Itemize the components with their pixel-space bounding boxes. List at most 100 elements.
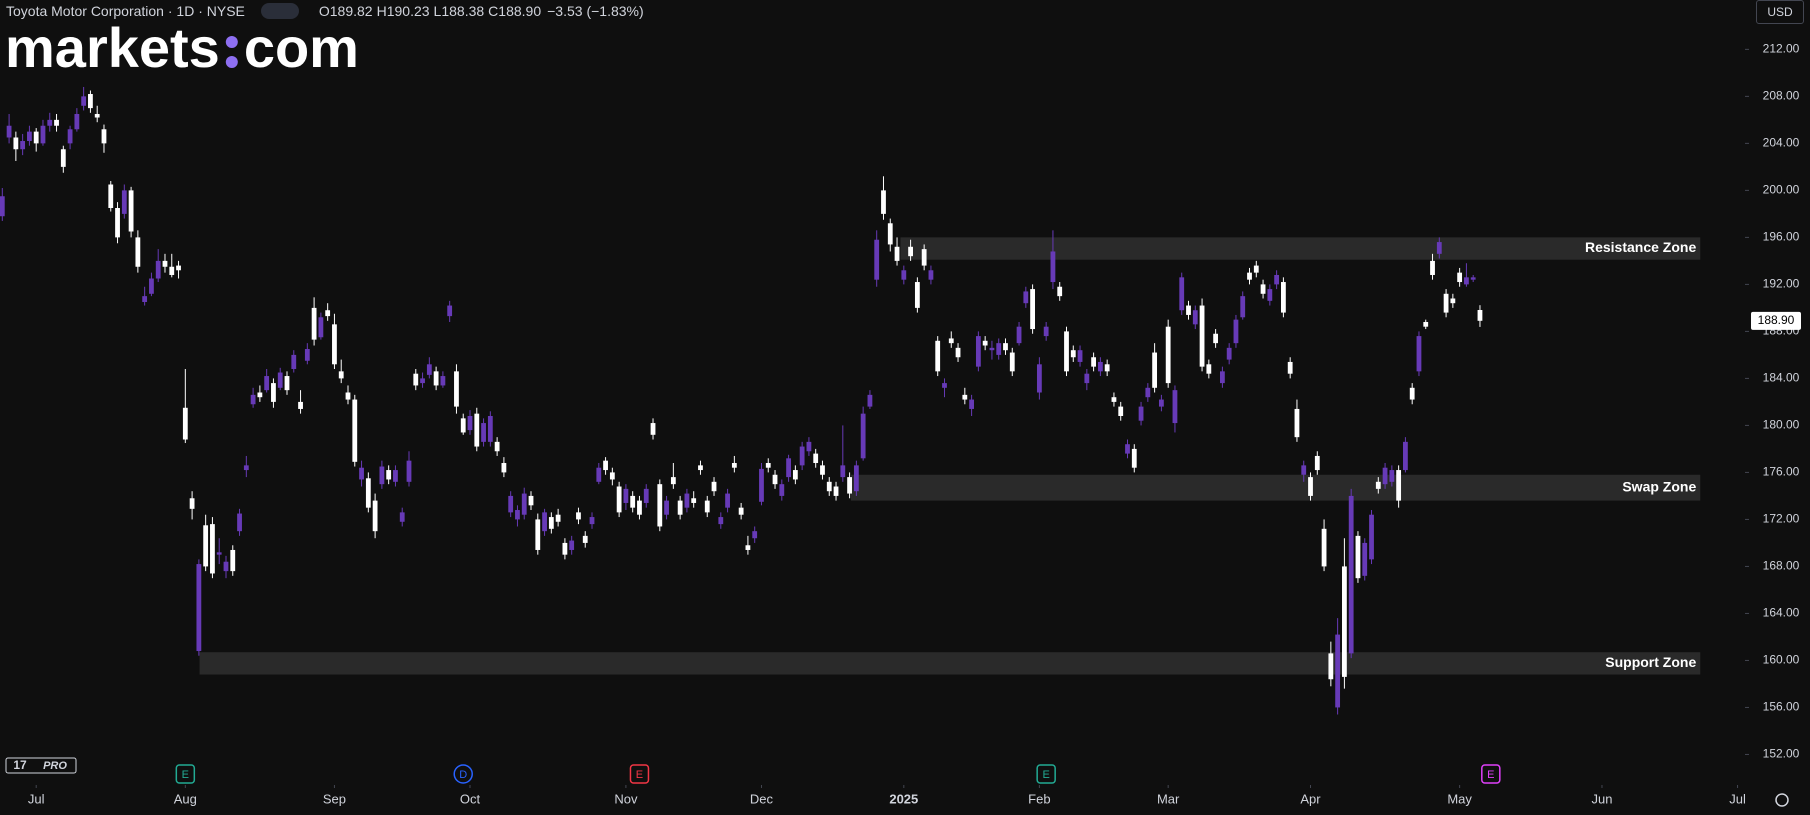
candle-body	[921, 249, 927, 266]
candle-body	[989, 347, 995, 351]
logo-dot	[225, 56, 238, 68]
candle-body	[521, 493, 527, 515]
candle-body	[1335, 634, 1341, 708]
candle-body	[1396, 470, 1402, 501]
y-tick-label: 168.00	[1763, 559, 1800, 573]
settings-icon[interactable]	[1775, 793, 1789, 807]
candle-body	[454, 371, 459, 407]
event-marker: E	[175, 764, 196, 784]
candle-body	[298, 401, 303, 409]
candle-body	[711, 481, 717, 492]
candle-body	[1355, 535, 1361, 579]
candle-body	[779, 484, 785, 496]
candle-body	[359, 467, 364, 480]
x-tick-label: Jun	[1591, 791, 1612, 806]
candle-body	[576, 512, 581, 520]
candle-body	[1077, 350, 1083, 362]
x-tick-label: Jul	[1729, 791, 1746, 806]
event-shape	[453, 764, 473, 784]
candle-body	[1199, 305, 1205, 367]
candle-body	[1375, 481, 1381, 489]
candle-body	[440, 376, 446, 386]
candle-body	[1423, 321, 1429, 327]
candle-body	[393, 470, 398, 482]
candle-body	[928, 270, 934, 280]
ohlc-key: H	[376, 3, 387, 19]
x-tick-label: Nov	[614, 791, 638, 806]
y-tick-label: 184.00	[1763, 371, 1800, 385]
x-tick-label: Jul	[28, 791, 45, 806]
candle-body	[67, 129, 73, 144]
candle-body	[142, 296, 148, 303]
candle-body	[657, 484, 663, 527]
candle-body	[684, 493, 690, 508]
candle-body	[1097, 361, 1103, 372]
candle-body	[725, 493, 730, 508]
candle-body	[542, 512, 547, 532]
candle-body	[1267, 289, 1273, 301]
candle-body	[1247, 272, 1252, 280]
x-tick-label: Dec	[750, 791, 774, 806]
candle-body	[833, 486, 839, 496]
candle-body	[386, 470, 392, 480]
candle-body	[962, 394, 968, 400]
candle-body	[731, 463, 737, 468]
candle-body	[0, 196, 5, 217]
candle-body	[603, 460, 608, 471]
candle-body	[664, 500, 669, 515]
toggle[interactable]	[260, 3, 299, 19]
currency[interactable]: USD	[1756, 0, 1804, 24]
y-tick-label: 196.00	[1763, 230, 1800, 244]
candle-body	[447, 305, 453, 317]
candle-body	[1443, 293, 1449, 313]
symbol: Toyota Motor Corporation · 1D · NYSE	[6, 3, 245, 19]
candle-body	[230, 549, 236, 572]
candle-body	[1233, 319, 1239, 344]
candle-body	[562, 542, 568, 555]
candle-body	[1321, 528, 1327, 567]
candle-body	[426, 364, 432, 375]
candle-body	[1165, 326, 1171, 384]
candle-body	[210, 524, 215, 574]
x-tick-label: Oct	[460, 791, 481, 806]
candle-body	[1369, 514, 1374, 560]
candle-body	[1009, 352, 1015, 372]
candle-body	[1240, 296, 1246, 318]
candle-body	[1186, 305, 1191, 315]
candle-body	[1003, 343, 1008, 351]
candle-body	[887, 223, 893, 245]
candle-body	[1301, 465, 1307, 475]
candle-body	[284, 376, 290, 391]
candle-body	[1294, 408, 1300, 438]
zone-label: Swap Zone	[1622, 478, 1696, 494]
event-marker: E	[1481, 764, 1501, 784]
candle-body	[1023, 291, 1029, 304]
event-shape	[1036, 764, 1056, 784]
candle-body	[1382, 467, 1388, 485]
candle-body	[1464, 277, 1469, 285]
candle-body	[704, 500, 710, 513]
tv-pro: PRO	[43, 760, 67, 772]
candle-body	[901, 270, 907, 280]
y-tick-label: 204.00	[1763, 136, 1800, 150]
candle-body	[1179, 277, 1185, 311]
candle-body	[243, 465, 249, 471]
candle-body	[155, 260, 161, 279]
candle-body	[765, 463, 771, 468]
candle-body	[555, 514, 561, 522]
candle-body	[47, 119, 53, 126]
candle-body	[1280, 282, 1286, 313]
ohlc-value: 190.23	[386, 3, 430, 19]
candle-body	[250, 394, 256, 405]
candle-body	[1328, 653, 1334, 680]
candle-body	[914, 282, 920, 308]
candle-body	[33, 131, 39, 144]
last-price-label: 188.90	[1758, 313, 1795, 327]
candle-body	[277, 372, 283, 388]
candle-body	[840, 465, 846, 478]
candle-body	[982, 340, 988, 346]
candle-body	[1409, 387, 1415, 400]
candle-body	[942, 383, 947, 388]
candle-body	[637, 500, 642, 515]
ohlc-value: 189.82	[329, 3, 373, 19]
